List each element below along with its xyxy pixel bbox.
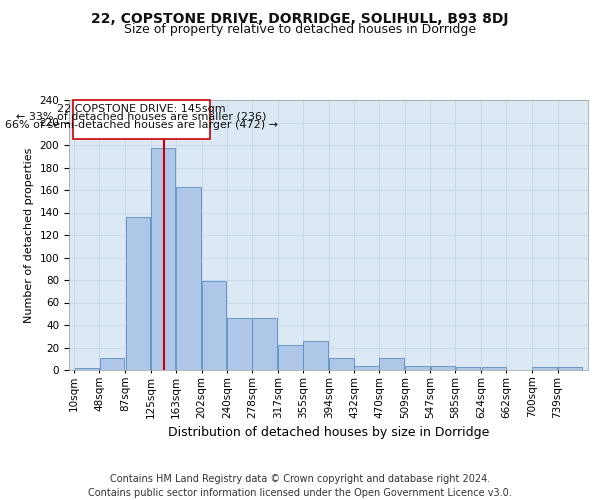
Text: Contains HM Land Registry data © Crown copyright and database right 2024.
Contai: Contains HM Land Registry data © Crown c… (88, 474, 512, 498)
Text: Size of property relative to detached houses in Dorridge: Size of property relative to detached ho… (124, 24, 476, 36)
Bar (100, 358, 124, 370)
Bar (379, 358, 404, 370)
Text: 66% of semi-detached houses are larger (472) →: 66% of semi-detached houses are larger (… (5, 120, 278, 130)
Bar (252, 318, 277, 370)
X-axis label: Distribution of detached houses by size in Dorridge: Distribution of detached houses by size … (168, 426, 489, 439)
Bar (354, 366, 379, 370)
Bar (125, 217, 150, 370)
Y-axis label: Number of detached properties: Number of detached properties (24, 148, 34, 322)
Text: 22 COPSTONE DRIVE: 145sqm: 22 COPSTONE DRIVE: 145sqm (57, 104, 226, 114)
Bar (73, 100, 210, 140)
Bar (431, 366, 455, 370)
Bar (151, 148, 175, 370)
Bar (455, 366, 481, 370)
Text: 22, COPSTONE DRIVE, DORRIDGE, SOLIHULL, B93 8DJ: 22, COPSTONE DRIVE, DORRIDGE, SOLIHULL, … (91, 12, 509, 26)
Bar (74, 368, 99, 370)
Bar (532, 366, 557, 370)
Bar (406, 366, 430, 370)
Bar (329, 358, 354, 370)
Bar (558, 366, 583, 370)
Bar (482, 366, 506, 370)
Text: ← 33% of detached houses are smaller (236): ← 33% of detached houses are smaller (23… (16, 112, 267, 122)
Bar (227, 318, 251, 370)
Bar (303, 341, 328, 370)
Bar (278, 345, 303, 370)
Bar (176, 186, 200, 370)
Bar (202, 281, 226, 370)
